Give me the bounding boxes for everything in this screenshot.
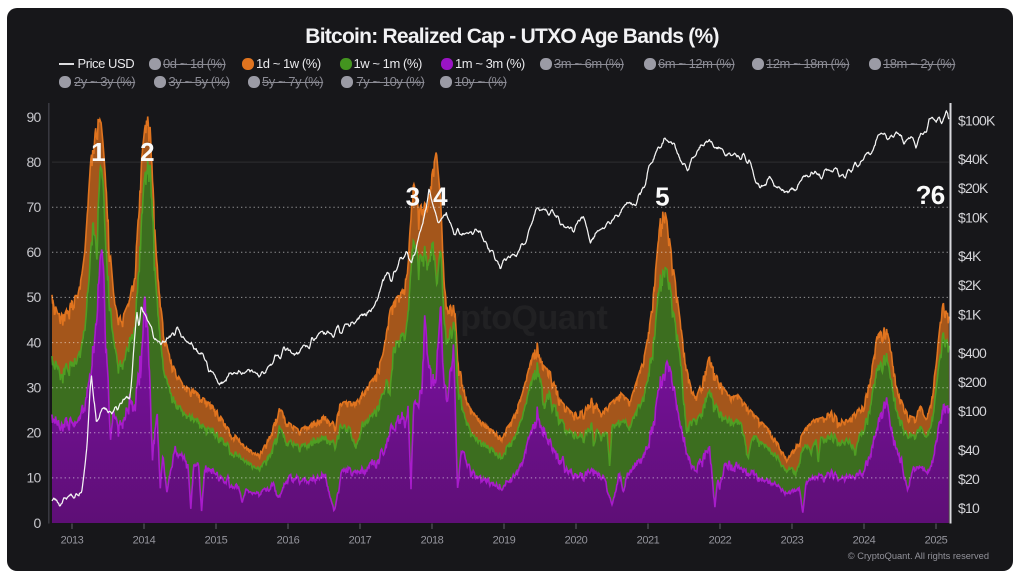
svg-text:$20K: $20K: [958, 180, 989, 196]
svg-text:70: 70: [27, 199, 42, 215]
svg-text:1: 1: [91, 137, 105, 167]
svg-text:$20: $20: [958, 471, 980, 487]
svg-text:2: 2: [140, 137, 154, 167]
svg-text:2022: 2022: [709, 535, 732, 547]
svg-text:50: 50: [27, 289, 42, 305]
svg-text:90: 90: [27, 109, 42, 125]
svg-text:4: 4: [433, 182, 448, 212]
svg-text:30: 30: [27, 380, 42, 396]
svg-text:2014: 2014: [133, 535, 156, 547]
svg-text:?6: ?6: [916, 180, 945, 210]
svg-text:10: 10: [27, 470, 42, 486]
svg-text:$40K: $40K: [958, 151, 989, 167]
svg-text:$100: $100: [958, 403, 987, 419]
svg-text:$400: $400: [958, 345, 987, 361]
svg-text:2015: 2015: [205, 535, 228, 547]
svg-text:$4K: $4K: [958, 248, 982, 264]
svg-text:$10K: $10K: [958, 209, 989, 225]
svg-text:40: 40: [27, 334, 42, 350]
svg-text:80: 80: [27, 154, 42, 170]
svg-text:2023: 2023: [781, 535, 804, 547]
svg-text:2017: 2017: [349, 535, 372, 547]
svg-text:$40: $40: [958, 442, 980, 458]
svg-text:2018: 2018: [421, 535, 444, 547]
svg-text:2025: 2025: [925, 535, 948, 547]
svg-text:60: 60: [27, 244, 42, 260]
svg-text:2019: 2019: [493, 535, 516, 547]
svg-text:0: 0: [34, 515, 42, 531]
svg-text:$100K: $100K: [958, 113, 996, 129]
svg-text:2020: 2020: [565, 535, 588, 547]
svg-text:$10: $10: [958, 500, 980, 516]
svg-text:$1K: $1K: [958, 306, 982, 322]
svg-text:5: 5: [655, 182, 669, 212]
svg-text:2016: 2016: [277, 535, 300, 547]
svg-text:20: 20: [27, 425, 42, 441]
svg-text:$200: $200: [958, 374, 987, 390]
svg-text:2013: 2013: [61, 535, 84, 547]
svg-text:3: 3: [406, 182, 420, 212]
svg-text:2021: 2021: [637, 535, 660, 547]
svg-text:2024: 2024: [853, 535, 876, 547]
svg-text:$2K: $2K: [958, 277, 982, 293]
